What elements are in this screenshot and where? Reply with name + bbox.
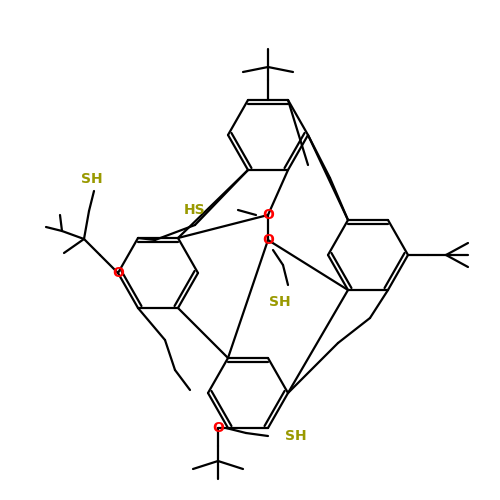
Text: SH: SH <box>269 295 291 309</box>
Text: O: O <box>112 266 124 280</box>
Text: O: O <box>262 208 274 222</box>
Text: SH: SH <box>81 172 103 186</box>
Text: HS: HS <box>184 203 206 217</box>
Text: O: O <box>212 421 224 435</box>
Text: SH: SH <box>285 429 307 443</box>
Text: O: O <box>262 233 274 247</box>
